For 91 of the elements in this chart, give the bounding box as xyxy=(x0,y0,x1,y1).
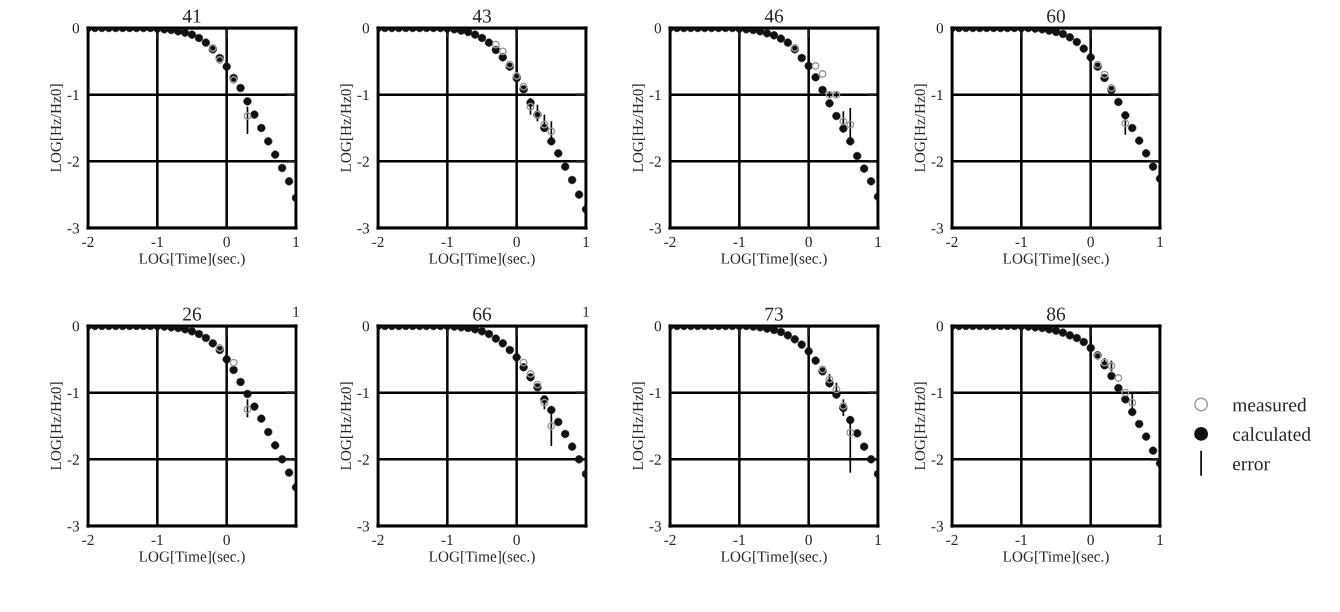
x-tick-label: -1 xyxy=(733,236,745,247)
x-tick-label: 1 xyxy=(875,534,881,545)
x-tick-label: -2 xyxy=(664,236,676,247)
y-tick-label: -2 xyxy=(931,156,943,167)
x-tick-label: -1 xyxy=(733,534,745,545)
chart-title: 60 xyxy=(1047,9,1065,23)
x-tick-label: -1 xyxy=(1015,534,1027,545)
y-tick-label: -3 xyxy=(649,223,662,234)
y-tick-label: -2 xyxy=(649,156,661,167)
y-tick-label: -1 xyxy=(357,387,369,398)
x-axis-title: LOG[Time](sec.) xyxy=(721,252,827,267)
x-tick-label: 0 xyxy=(805,236,812,248)
x-tick-label: 0 xyxy=(1087,236,1094,248)
y-tick-label: 0 xyxy=(362,23,370,34)
y-axis-title: LOG[Hz/Hz0] xyxy=(50,382,63,471)
y-tick-label: 0 xyxy=(654,23,662,34)
y-tick-label: -3 xyxy=(357,223,370,234)
y-tick-label: -3 xyxy=(649,521,662,532)
y-tick-label: 0 xyxy=(936,321,944,332)
y-axis-title: LOG[Hz/Hz0] xyxy=(50,84,63,173)
x-tick-label: 1 xyxy=(1157,534,1163,545)
y-tick-label: -2 xyxy=(931,454,943,465)
chart-title: 46 xyxy=(764,9,784,23)
x-tick-label: 1 xyxy=(293,236,299,247)
x-axis-title: LOG[Time](sec.) xyxy=(429,252,535,267)
x-tick-label: -1 xyxy=(441,236,453,247)
chart-title: 86 xyxy=(1047,307,1066,321)
x-tick-label: -2 xyxy=(664,534,676,545)
x-tick-label: -2 xyxy=(82,236,94,247)
y-tick-label: -1 xyxy=(931,89,943,100)
y-axis-title: LOG[Hz/Hz0] xyxy=(914,382,927,471)
x-axis-title: LOG[Time](sec.) xyxy=(429,550,535,565)
x-tick-label: -1 xyxy=(441,534,453,545)
text: error xyxy=(1232,460,1270,471)
chart-title: 41 xyxy=(182,9,201,23)
y-tick-label: -3 xyxy=(931,521,944,532)
legend-label: calculated xyxy=(1232,427,1311,441)
x-tick-label: -2 xyxy=(372,534,384,545)
y-axis-title: LOG[Hz/Hz0] xyxy=(632,382,645,471)
y-tick-label: 0 xyxy=(72,23,80,34)
y-tick-label: -3 xyxy=(67,223,80,234)
x-tick-label: 1 xyxy=(875,236,881,247)
y-tick-label: -1 xyxy=(649,387,661,398)
y-tick-label: -2 xyxy=(357,454,369,465)
text: 1 xyxy=(293,306,299,317)
x-axis-title: LOG[Time](sec.) xyxy=(721,550,827,565)
y-tick-label: 0 xyxy=(362,321,370,332)
y-tick-label: -3 xyxy=(67,521,80,532)
y-axis-title: LOG[Hz/Hz0] xyxy=(340,84,353,173)
text: 1 xyxy=(583,306,589,317)
chart-title: 73 xyxy=(765,307,783,321)
y-axis-title: LOG[Hz/Hz0] xyxy=(914,84,927,173)
x-tick-label: -1 xyxy=(151,236,163,247)
x-axis-title: LOG[Time](sec.) xyxy=(139,252,245,267)
chart-title: 43 xyxy=(472,9,491,23)
y-axis-title: LOG[Hz/Hz0] xyxy=(632,84,645,173)
x-tick-label: -1 xyxy=(151,534,163,545)
x-axis-title: LOG[Time](sec.) xyxy=(139,550,245,565)
x-tick-label: 0 xyxy=(805,534,812,546)
y-tick-label: -3 xyxy=(357,521,370,532)
y-tick-label: -1 xyxy=(931,387,943,398)
y-tick-label: 0 xyxy=(936,23,944,34)
chart-title: 26 xyxy=(183,307,202,321)
x-tick-label: 1 xyxy=(583,236,589,247)
x-tick-label: 0 xyxy=(1087,534,1094,546)
y-tick-label: -2 xyxy=(67,156,79,167)
y-tick-label: -1 xyxy=(67,89,79,100)
y-axis-title: LOG[Hz/Hz0] xyxy=(340,382,353,471)
legend-label: measured xyxy=(1232,397,1307,412)
y-tick-label: -3 xyxy=(931,223,944,234)
y-tick-label: -2 xyxy=(649,454,661,465)
x-axis-title: LOG[Time](sec.) xyxy=(1003,550,1109,565)
y-tick-label: -2 xyxy=(357,156,369,167)
y-tick-label: 0 xyxy=(654,321,662,332)
x-tick-label: 0 xyxy=(513,236,520,248)
y-tick-label: 0 xyxy=(72,321,80,332)
x-tick-label: 0 xyxy=(513,534,520,546)
x-tick-label: -2 xyxy=(82,534,94,545)
x-tick-label: 0 xyxy=(223,534,230,546)
x-tick-label: -2 xyxy=(946,236,958,247)
x-tick-label: 1 xyxy=(1157,236,1163,247)
y-tick-label: -1 xyxy=(357,89,369,100)
y-tick-label: -2 xyxy=(67,454,79,465)
y-tick-label: -1 xyxy=(67,387,79,398)
x-tick-label: -1 xyxy=(1015,236,1027,247)
y-tick-label: -1 xyxy=(649,89,661,100)
x-tick-label: -2 xyxy=(946,534,958,545)
x-axis-title: LOG[Time](sec.) xyxy=(1003,252,1109,267)
x-tick-label: -2 xyxy=(372,236,384,247)
chart-title: 66 xyxy=(473,307,492,321)
x-tick-label: 0 xyxy=(223,236,230,248)
